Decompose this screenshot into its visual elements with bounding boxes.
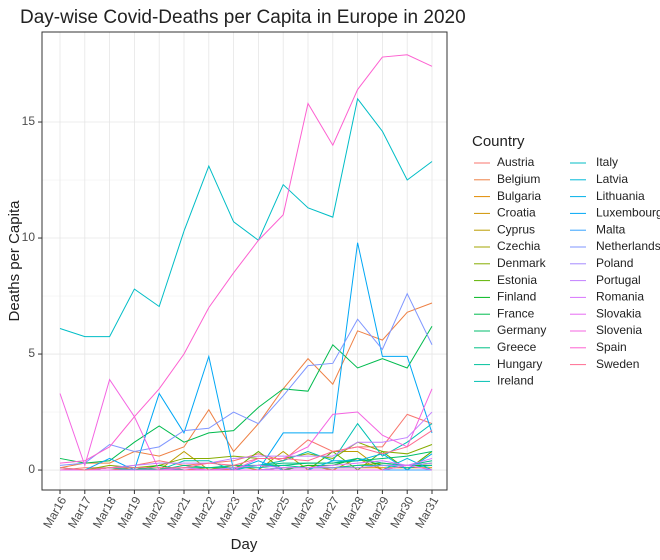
y-axis-label: Deaths per Capita	[6, 200, 23, 322]
x-tick-label: Mar17	[65, 494, 94, 531]
legend-label: Sweden	[596, 357, 639, 371]
legend-label: Malta	[596, 222, 626, 236]
legend-label: Netherlands	[596, 239, 660, 253]
y-tick-label: 10	[22, 230, 36, 244]
series-line	[60, 464, 433, 471]
legend-label: Hungary	[497, 357, 542, 371]
x-tick-label: Mar23	[214, 494, 243, 531]
x-tick-label: Mar28	[338, 494, 367, 531]
chart-title: Day-wise Covid-Deaths per Capita in Euro…	[20, 7, 466, 28]
x-tick-label: Mar25	[263, 494, 292, 531]
series-line	[59, 97, 433, 338]
legend-label: Finland	[497, 290, 536, 304]
legend-label: Slovakia	[596, 306, 642, 320]
y-tick-label: 15	[22, 114, 36, 128]
legend-title: Country	[472, 133, 525, 150]
series-line	[59, 325, 433, 464]
legend-label: Greece	[497, 340, 537, 354]
legend-label: France	[497, 306, 535, 320]
x-axis-label: Day	[231, 536, 258, 553]
legend-label: Luxembourg	[596, 206, 660, 220]
x-tick-label: Mar16	[40, 494, 69, 531]
x-tick-label: Mar24	[239, 494, 268, 531]
x-tick-label: Mar30	[387, 494, 416, 531]
legend-label: Slovenia	[596, 323, 642, 337]
x-tick-label: Mar20	[139, 494, 168, 531]
legend-label: Latvia	[596, 172, 628, 186]
series-line	[59, 54, 433, 464]
series-line	[59, 292, 433, 466]
x-tick-label: Mar18	[90, 494, 119, 531]
series-line	[60, 242, 433, 471]
series-line	[59, 430, 433, 471]
legend-label: Croatia	[497, 206, 536, 220]
x-tick-label: Mar19	[115, 494, 144, 531]
legend-label: Poland	[596, 256, 633, 270]
y-tick-label: 5	[28, 346, 35, 360]
legend-label: Italy	[596, 155, 618, 169]
legend-label: Romania	[596, 290, 644, 304]
series-line	[59, 302, 433, 469]
legend-label: Bulgaria	[497, 189, 541, 203]
x-tick-label: Mar26	[288, 494, 317, 531]
legend-label: Austria	[497, 155, 535, 169]
x-tick-label: Mar21	[164, 494, 193, 531]
legend-label: Belgium	[497, 172, 540, 186]
y-tick-label: 0	[28, 462, 35, 476]
legend-label: Cyprus	[497, 222, 535, 236]
x-tick-label: Mar29	[363, 494, 392, 531]
legend-label: Spain	[596, 340, 627, 354]
legend-label: Czechia	[497, 239, 541, 253]
series-line	[59, 378, 433, 471]
x-tick-label: Mar22	[189, 494, 218, 531]
x-tick-label: Mar31	[412, 494, 441, 531]
legend-label: Lithuania	[596, 189, 645, 203]
legend-label: Portugal	[596, 273, 641, 287]
legend-label: Germany	[497, 323, 546, 337]
legend-label: Denmark	[497, 256, 547, 270]
plot-frame	[41, 31, 448, 491]
legend-label: Ireland	[497, 374, 534, 388]
x-tick-label: Mar27	[313, 494, 342, 531]
legend-label: Estonia	[497, 273, 537, 287]
series-line	[60, 411, 433, 471]
